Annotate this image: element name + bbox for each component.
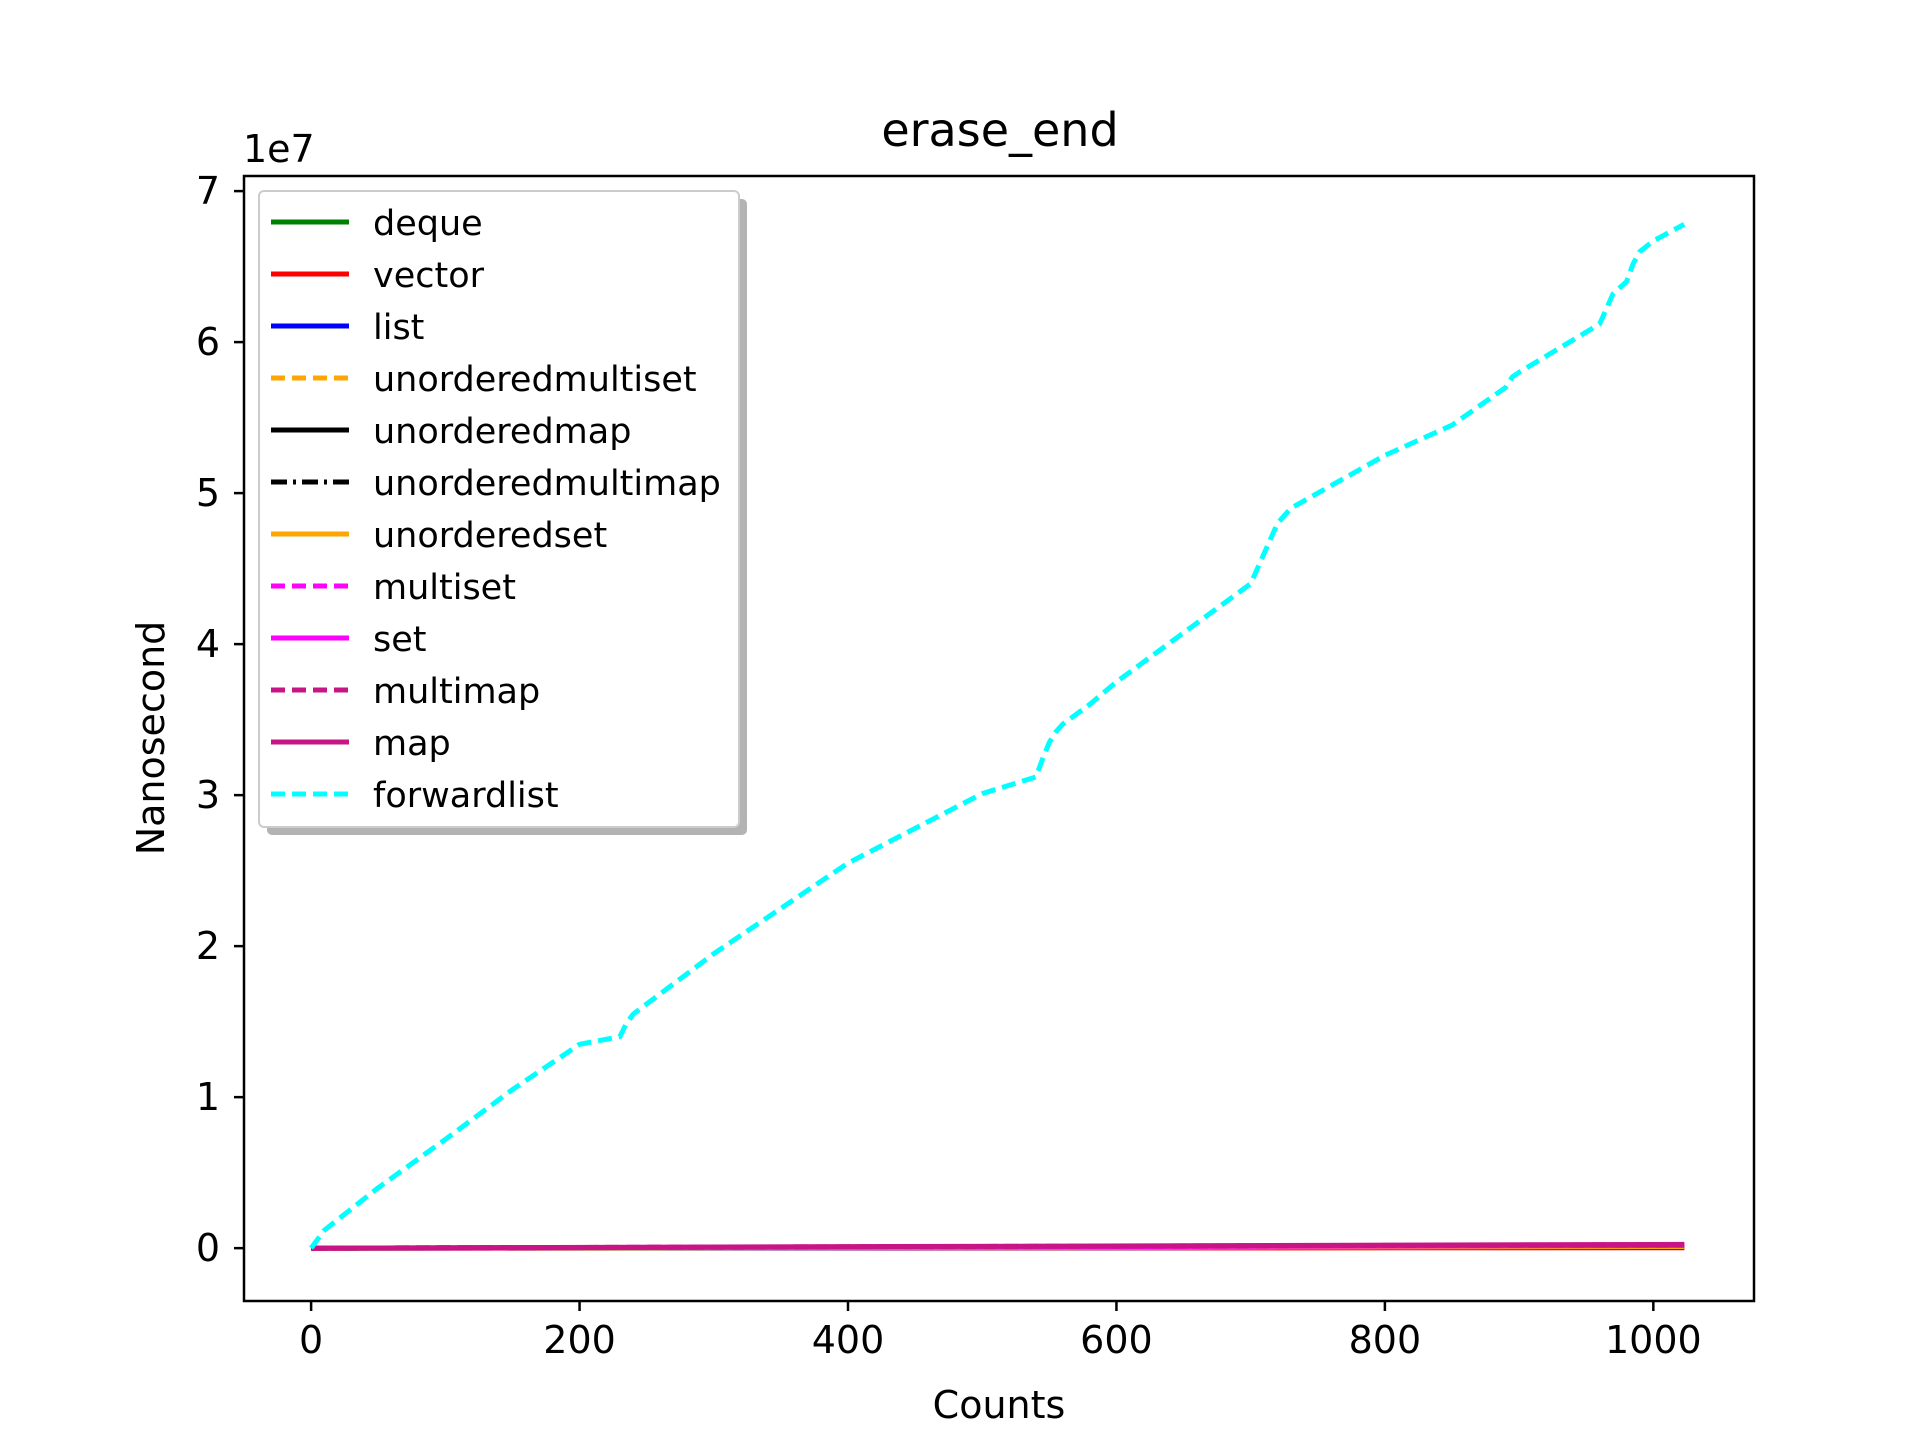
x-tick-label: 800 (1349, 1318, 1422, 1362)
legend-box (258, 190, 740, 828)
plot-frame (242, 174, 1756, 1303)
x-axis-label: Counts (933, 1383, 1066, 1427)
legend-label-forwardlist: forwardlist (373, 776, 559, 816)
legend-label-vector: vector (373, 256, 485, 296)
y-tick-label: 7 (196, 169, 220, 213)
x-tick-label: 200 (543, 1318, 616, 1362)
x-tick-label: 1000 (1605, 1318, 1702, 1362)
axes-ticks: 0 200 400 600 800 1000 0 1 2 3 4 5 6 7 (196, 169, 1702, 1362)
legend: deque vector list unorderedmultiset unordere… (258, 190, 747, 835)
x-tick-label: 400 (812, 1318, 885, 1362)
legend-label-unorderedmap: unorderedmap (373, 412, 631, 452)
legend-label-unorderedmultimap: unorderedmultimap (373, 464, 721, 504)
legend-label-multimap: multimap (373, 672, 540, 712)
legend-label-unorderedset: unorderedset (373, 516, 607, 556)
plot-lines (309, 222, 1686, 1251)
y-tick-label: 4 (196, 622, 220, 666)
series-line-forwardlist (309, 222, 1686, 1250)
y-tick-label: 1 (196, 1075, 220, 1119)
y-tick-label: 3 (196, 773, 220, 817)
series-line-map (311, 1241, 1685, 1251)
y-axis-label: Nanosecond (129, 621, 173, 856)
chart-title: erase_end (881, 103, 1118, 157)
legend-label-deque: deque (373, 204, 483, 244)
y-tick-label: 2 (196, 924, 220, 968)
x-tick-label: 0 (299, 1318, 323, 1362)
y-tick-label: 0 (196, 1226, 220, 1270)
legend-label-unorderedmultiset: unorderedmultiset (373, 360, 697, 400)
y-tick-label: 5 (196, 471, 220, 515)
legend-label-multiset: multiset (373, 568, 516, 608)
legend-label-list: list (373, 308, 424, 348)
x-tick-label: 600 (1080, 1318, 1153, 1362)
y-offset-label: 1e7 (243, 127, 315, 171)
legend-label-map: map (373, 724, 451, 764)
y-tick-label: 6 (196, 320, 220, 364)
legend-label-set: set (373, 620, 427, 660)
